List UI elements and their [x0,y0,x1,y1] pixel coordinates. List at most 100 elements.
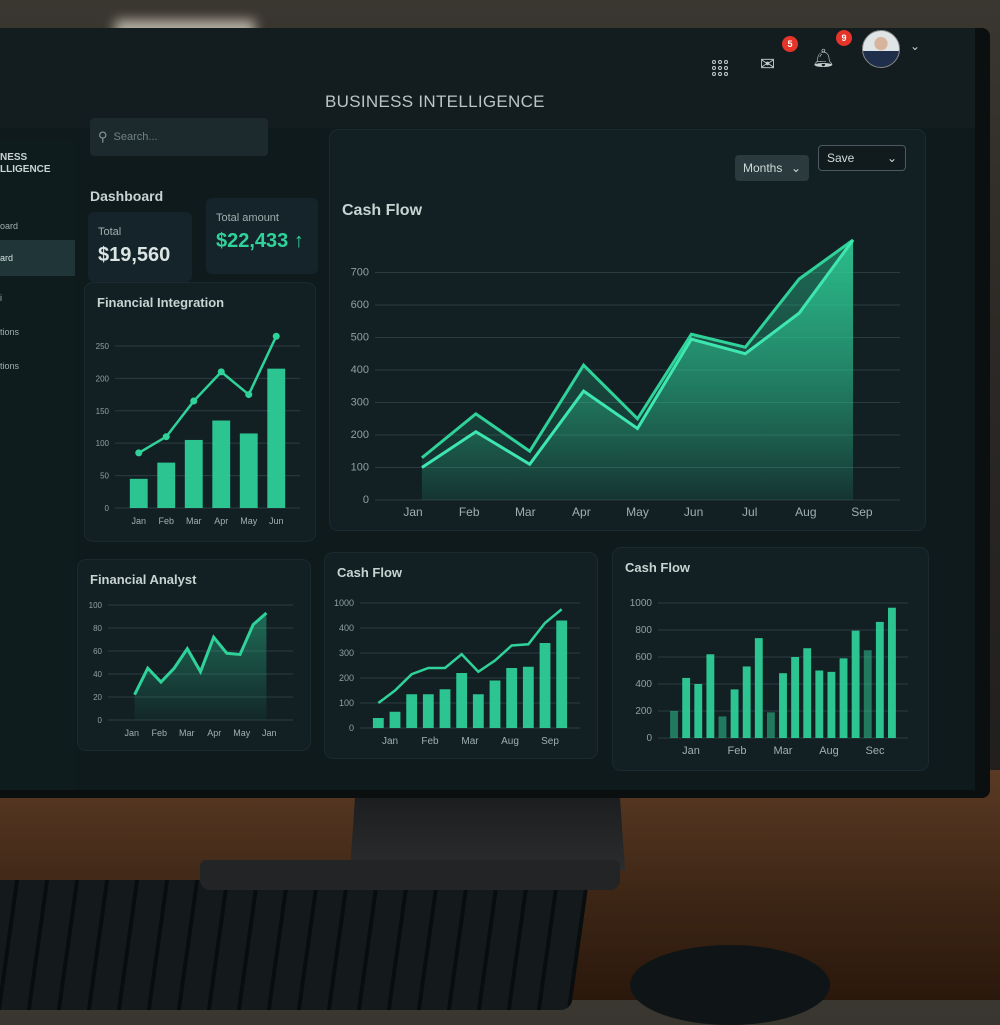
financial-analyst-panel: Financial Analyst 0 20 40 60 80 100 Jan Feb Mar Ap… [78,560,310,750]
x-tick-label: Mar [774,745,793,757]
chart-svg: 0 100 200 300 400 1000 Jan Feb Mar Aug Sep [334,598,580,747]
series-line [421,239,855,469]
bar [766,712,775,738]
bar [506,668,518,728]
bar [556,620,568,728]
mail-icon[interactable]: ✉ [760,54,776,74]
x-tick-label: Feb [151,728,167,738]
cash-flow-bar-panel: Cash Flow 0 200 400 600 800 1000 Jan Feb Mar Aug Se… [613,548,928,770]
x-tick-label: Mar [461,736,479,747]
bar [239,433,258,508]
bar [406,694,418,728]
app-title: BUSINESS INTELLIGENCE [325,92,545,111]
y-tick-label: 800 [635,625,652,636]
sidebar-item-dashboard[interactable]: ard [0,240,75,276]
line-point [217,368,225,376]
y-tick-label: 100 [339,698,354,708]
line-point [135,449,143,457]
bar [888,607,896,738]
bar [875,621,884,738]
x-tick-label: Sep [851,505,873,519]
chart-svg: 0 200 400 600 800 1000 Jan Feb Mar Aug Sec [630,598,908,757]
bar [539,643,551,728]
trend-line [138,335,278,454]
y-tick-label: 300 [339,648,354,658]
avatar[interactable] [862,30,900,68]
grid-icon[interactable] [712,60,730,78]
y-tick-label: 600 [351,299,369,311]
bell-icon[interactable]: 🔔︎ [812,48,835,68]
trend-line [377,608,563,705]
arrow-up-icon: ↑ [293,230,304,252]
x-tick-label: Feb [459,505,480,519]
x-tick-label: Mar [186,516,202,526]
y-tick-label: 100 [89,601,103,610]
y-tick-label: 0 [349,723,354,733]
x-tick-label: Jan [403,505,422,519]
series-line [133,611,268,696]
bar [851,630,860,738]
bar [730,689,739,738]
sidebar-item[interactable]: tions [0,361,20,371]
bar [157,462,176,508]
bar [389,711,401,728]
bar [718,716,727,738]
y-tick-label: 150 [96,407,110,416]
bar [456,673,468,728]
y-tick-label: 20 [93,693,102,702]
chevron-down-icon: ⌄ [790,161,801,175]
bell-badge: 9 [836,30,852,46]
chevron-down-icon[interactable]: ⌄ [910,39,921,53]
y-tick-label: 200 [635,706,652,717]
save-dropdown[interactable]: Save ⌄ [818,145,906,171]
x-tick-label: Feb [421,736,439,747]
card-label: Total [98,226,122,238]
x-tick-label: Sep [541,736,559,747]
x-tick-label: Aug [795,505,816,519]
y-tick-label: 200 [351,429,369,441]
bar [472,694,484,728]
card-value: $22,433 ↑ [216,230,304,252]
area-fill [421,240,854,500]
x-tick-label: Jun [269,516,284,526]
bar [267,368,286,508]
x-tick-label: Jan [682,745,700,757]
total-amount-card: Total amount $22,433 ↑ [206,198,318,274]
x-tick-label: Aug [501,736,519,747]
y-tick-label: 0 [363,494,369,506]
monitor-stand [350,790,625,870]
line-point [245,391,253,399]
line-point [162,433,170,441]
financial-integration-panel: Financial Integration 0 50 100 150 200 250 Jan F… [85,283,315,541]
bar [754,638,763,738]
x-tick-label: Mar [515,505,536,519]
period-dropdown[interactable]: Months ⌄ [735,155,809,181]
bar [742,666,751,738]
card-value: $19,560 [98,244,171,266]
panel-title: Cash Flow [342,202,423,219]
y-tick-label: 100 [351,462,369,474]
search-box[interactable]: ⚲ [90,118,268,156]
search-icon: ⚲ [98,129,108,144]
sidebar-item[interactable]: tions [0,327,20,337]
bar [815,670,824,738]
y-tick-label: 400 [339,623,354,633]
y-tick-label: 60 [93,647,102,656]
area-fill [134,613,267,720]
chart-svg: 0 20 40 60 80 100 Jan Feb Mar Apr May Jan [89,601,293,738]
card-label: Total amount [216,212,279,224]
y-tick-label: 40 [93,670,102,679]
mouse [630,945,830,1025]
sidebar-item[interactable]: i [0,293,2,303]
bar [372,718,384,728]
search-input[interactable] [113,131,254,143]
line-point [190,397,198,405]
sidebar-item[interactable]: oard [0,221,19,231]
bar [439,689,451,728]
x-tick-label: Apr [207,728,221,738]
bar [422,694,434,728]
x-tick-label: Feb [728,745,747,757]
x-tick-label: Mar [179,728,195,738]
bar [212,420,231,508]
y-tick-label: 0 [98,716,103,725]
